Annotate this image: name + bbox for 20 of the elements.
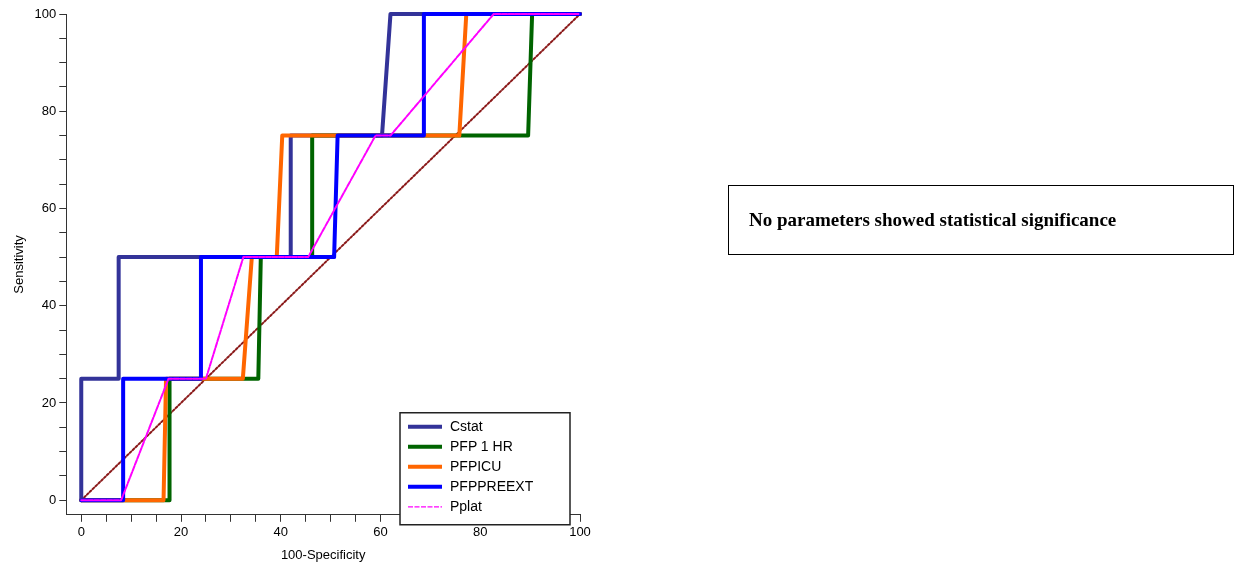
text: No parameters showed statistical significance: [728, 185, 1234, 255]
legend-label: Pplat: [450, 497, 483, 514]
x-tick-label: 60: [373, 524, 388, 540]
y-tick-label: 40: [41, 297, 57, 313]
x-tick-label: 20: [173, 524, 189, 540]
y-axis-title: Sensitivity: [11, 234, 27, 294]
x-tick-label: 80: [473, 524, 488, 540]
legend-label: PFPPREEXT: [450, 477, 534, 494]
legend-label: PFP 1 HR: [450, 437, 513, 454]
y-tick-label: 20: [41, 394, 57, 410]
legend-label: Cstat: [450, 417, 483, 434]
x-axis-title: 100-Specificity: [280, 546, 366, 562]
y-tick-label: 0: [49, 491, 57, 507]
legend-label: PFPICU: [450, 457, 502, 474]
y-tick-label: 100: [34, 5, 57, 21]
x-tick-label: 0: [77, 524, 85, 540]
x-tick-label: 40: [273, 524, 288, 540]
y-tick-label: 80: [41, 102, 57, 118]
x-tick-label: 100: [569, 524, 591, 540]
y-tick-label: 60: [41, 200, 57, 216]
